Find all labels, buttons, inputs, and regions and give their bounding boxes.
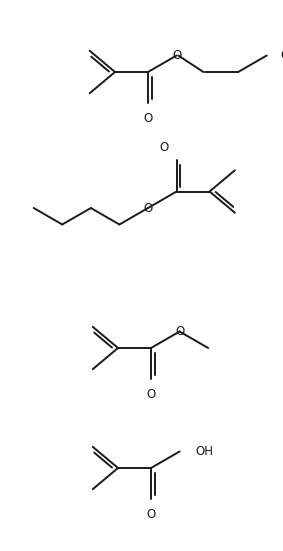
- Text: O: O: [172, 49, 181, 62]
- Text: O: O: [143, 112, 153, 125]
- Text: OH: OH: [196, 445, 214, 458]
- Text: O: O: [159, 141, 169, 154]
- Text: O: O: [143, 202, 153, 214]
- Text: OH: OH: [281, 49, 283, 62]
- Text: O: O: [175, 325, 184, 338]
- Text: O: O: [146, 388, 156, 401]
- Text: O: O: [146, 509, 156, 521]
